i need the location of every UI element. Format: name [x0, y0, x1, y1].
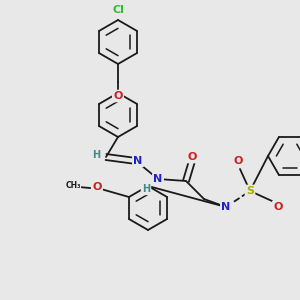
Text: S: S [246, 186, 254, 196]
Text: CH₃: CH₃ [65, 181, 81, 190]
Text: H: H [92, 150, 100, 160]
Text: Cl: Cl [112, 5, 124, 15]
Text: N: N [153, 174, 163, 184]
Text: O: O [92, 182, 102, 192]
Text: O: O [273, 202, 283, 212]
Text: N: N [221, 202, 231, 212]
Text: O: O [187, 152, 197, 162]
Text: O: O [113, 91, 123, 101]
Text: H: H [142, 184, 150, 194]
Text: O: O [233, 156, 243, 166]
Text: N: N [134, 156, 142, 166]
